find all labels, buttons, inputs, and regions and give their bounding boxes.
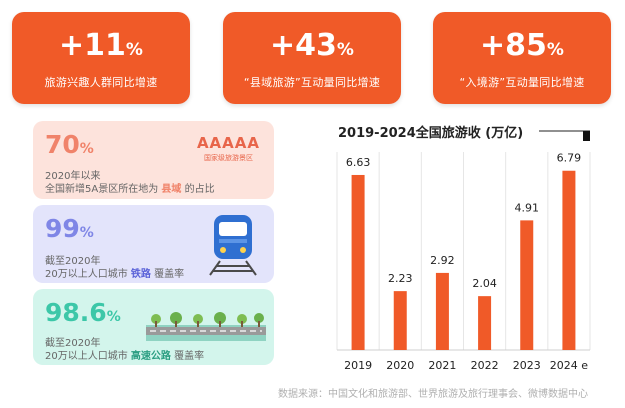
rail-value: 99%: [45, 214, 94, 243]
bar-value-label: 2.23: [388, 272, 413, 285]
aaaaa-badge: AAAAA 国家级旅游景区: [196, 134, 260, 162]
stat-label: 旅游兴趣人群同比增速: [44, 76, 158, 89]
stat-card-interest: +11% 旅游兴趣人群同比增速: [12, 12, 190, 104]
title-corner-mark: [539, 130, 590, 141]
county-card: 70% 2020年以来 全国新增5A景区所在地为 县域 的占比 AAAAA 国家…: [33, 121, 274, 199]
stat-card-county: +43% “县域旅游”互动量同比增速: [223, 12, 401, 104]
bar-value-label: 6.63: [346, 156, 371, 169]
stat-card-inbound: +85% “入境游”互动量同比增速: [433, 12, 611, 104]
rail-card: 99% 截至2020年 20万以上人口城市 铁路 覆盖率: [33, 205, 274, 283]
x-tick-label: 2021: [428, 359, 456, 372]
x-tick-label: 2024 e: [550, 359, 588, 372]
county-value: 70%: [45, 130, 94, 159]
stat-label: “入境游”互动量同比增速: [459, 76, 585, 89]
stat-value: +11%: [59, 28, 143, 63]
highway-line1: 截至2020年: [45, 338, 101, 349]
highway-icon: [146, 312, 266, 341]
bar-2020: [393, 291, 407, 350]
source-note: 数据来源：中国文化和旅游部、世界旅游及旅行理事会、微博数据中心: [278, 389, 588, 400]
highway-card: 98.6% 截至2020年 20万以上人口城市 高速公路 覆盖率: [33, 289, 274, 365]
x-tick-label: 2019: [344, 359, 372, 372]
bar-2022: [478, 296, 492, 350]
stat-value: +43%: [270, 28, 354, 63]
bar-2021: [435, 272, 449, 350]
county-line1: 2020年以来: [45, 171, 101, 182]
bar-2019: [351, 174, 365, 350]
highway-line2: 20万以上人口城市 高速公路 覆盖率: [45, 351, 205, 362]
train-icon: [209, 215, 257, 276]
bar-value-label: 4.91: [515, 201, 540, 214]
chart-title: 2019-2024全国旅游收 (万亿): [338, 125, 523, 141]
county-line2: 全国新增5A景区所在地为 县域 的占比: [45, 184, 215, 195]
highway-value: 98.6%: [45, 298, 121, 327]
x-tick-label: 2022: [471, 359, 499, 372]
grid: [336, 152, 591, 351]
stat-value: +85%: [480, 28, 564, 63]
rail-line2: 20万以上人口城市 铁路 覆盖率: [45, 269, 185, 280]
x-tick-label: 2020: [386, 359, 414, 372]
bar-value-label: 2.92: [430, 254, 455, 267]
x-tick-label: 2023: [513, 359, 541, 372]
bar-value-label: 2.04: [472, 277, 497, 290]
rail-line1: 截至2020年: [45, 256, 101, 267]
bar-2023: [520, 220, 534, 350]
stat-label: “县域旅游”互动量同比增速: [243, 76, 381, 89]
bars: 6.63 2019 2.23 2020 2.92 2021 2.04 2022 4.91 2023…: [344, 152, 588, 372]
bar-2024-e: [562, 170, 576, 350]
bar-value-label: 6.79: [557, 152, 582, 165]
